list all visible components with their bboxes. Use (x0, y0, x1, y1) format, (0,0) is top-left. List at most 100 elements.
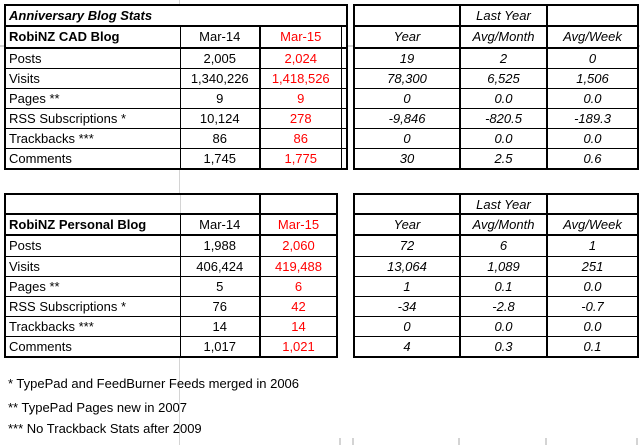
avg-week-value-cell: -189.3 (547, 108, 638, 129)
mar15-value-cell: 42 (260, 296, 337, 317)
cad-blog-name-cell: RobiNZ CAD Blog (5, 26, 181, 49)
table-row: 0 0.0 0.0 (354, 128, 638, 149)
mar14-value-cell: 1,017 (180, 336, 261, 357)
empty-cell (547, 5, 638, 28)
avg-month-value-cell: 2.5 (460, 148, 548, 169)
table-row: Year Avg/Month Avg/Week (354, 214, 638, 237)
footnote-trackback-stats: *** No Trackback Stats after 2009 (8, 421, 202, 436)
table-row: RSS Subscriptions * 10,124 278 (5, 108, 348, 129)
avg-week-value-cell: 0.1 (583, 338, 602, 354)
mar15-value-cell: 14 (260, 316, 337, 337)
year-value-cell: 78,300 (354, 68, 461, 89)
table-row: Visits 1,340,226 1,418,526 (5, 68, 348, 89)
mar14-value-cell: 14 (180, 316, 261, 337)
mar14-value-cell: 406,424 (180, 256, 261, 277)
sheet-gridline-stub (636, 438, 638, 445)
table-row: RobiNZ CAD Blog Mar-14 Mar-15 (5, 26, 348, 49)
mar14-value-cell: 76 (180, 296, 261, 317)
avg-month-header-cell: Avg/Month (460, 214, 548, 237)
year-value-cell: 72 (354, 235, 461, 257)
avg-month-value-cell: -2.8 (460, 296, 548, 317)
year-value-cell: 0 (354, 88, 461, 109)
empty-cell (260, 194, 337, 215)
footnote-feeds-merged: * TypePad and FeedBurner Feeds merged in… (8, 376, 300, 391)
table-row: 0 0.0 0.0 (354, 88, 638, 109)
table-row: 0 0.0 0.0 (354, 316, 638, 337)
empty-cell (180, 194, 261, 215)
cad-lastyear-table: Last Year Year Avg/Month Avg/Week 19 2 0… (353, 4, 639, 170)
table-row: Posts 2,005 2,024 (5, 47, 348, 69)
stat-label-cell: Pages ** (5, 276, 181, 297)
mar15-value-cell: 1,775 (260, 148, 342, 169)
avg-week-value-cell: 0.0 (547, 128, 638, 149)
table-row: Anniversary Blog Stats (5, 5, 348, 28)
avg-month-value-cell: -820.5 (460, 108, 548, 129)
avg-month-value-cell: 1,089 (460, 256, 548, 277)
table-row: 1 0.1 0.0 (354, 276, 638, 297)
spacer-cell (341, 47, 348, 69)
year-value-cell: -9,846 (354, 108, 461, 129)
year-value-cell: -34 (354, 296, 461, 317)
table-row: Pages ** 5 6 (5, 276, 337, 297)
personal-blog-name-cell: RobiNZ Personal Blog (5, 214, 181, 237)
table-row: 78,300 6,525 1,506 (354, 68, 638, 89)
table-row: 13,064 1,089 251 (354, 256, 638, 277)
avg-week-value-cell: 0.0 (547, 316, 638, 337)
mar15-value-cell: 6 (260, 276, 337, 297)
table-row: -34 -2.8 -0.7 (354, 296, 638, 317)
mar14-value-cell: 5 (180, 276, 261, 297)
year-value-cell: 13,064 (354, 256, 461, 277)
year-value-cell: 1 (354, 276, 461, 297)
spacer-cell (341, 88, 348, 109)
mar14-value-cell: 2,005 (180, 47, 261, 69)
avg-week-value-cell: 0.0 (547, 276, 638, 297)
avg-month-value-cell: 0.3 (460, 336, 548, 357)
avg-week-header-cell: Avg/Week (547, 214, 638, 237)
lastyear-title-cell: Last Year (460, 194, 548, 215)
stat-label-cell: Trackbacks *** (5, 316, 181, 337)
mar15-value-cell: 1,418,526 (260, 68, 342, 89)
mar14-value-cell: 10,124 (180, 108, 261, 129)
table-row: 30 2.5 0.6 (354, 148, 638, 169)
spacer-cell (341, 148, 347, 169)
year-value-cell: 30 (354, 148, 461, 169)
stat-label-cell: Posts (5, 235, 181, 257)
table-row: 19 2 0 (354, 47, 638, 69)
footnote-pages-new: ** TypePad Pages new in 2007 (8, 400, 188, 415)
stat-label-cell: Visits (5, 256, 181, 277)
stat-label-cell: Pages ** (5, 88, 181, 109)
mar15-value-cell: 1,021 (282, 338, 315, 354)
avg-week-value-cell: 0 (547, 47, 638, 69)
stat-label-cell: Trackbacks *** (5, 128, 181, 149)
spacer-cell (341, 68, 348, 89)
mar14-value-cell: 86 (180, 128, 261, 149)
year-value-cell: 0 (354, 128, 461, 149)
avg-week-value-cell: 1,506 (547, 68, 638, 89)
mar15-value-cell: 9 (260, 88, 342, 109)
table-row: Last Year (354, 194, 638, 215)
spacer-cell (341, 108, 348, 129)
mar15-value-cell: 86 (260, 128, 342, 149)
table-row: Last Year (354, 5, 638, 28)
empty-cell (547, 194, 638, 215)
avg-month-value-cell: 0.0 (460, 316, 548, 337)
cad-blog-table: Anniversary Blog Stats RobiNZ CAD Blog M… (4, 4, 349, 170)
sheet-gridline-stub (352, 438, 354, 445)
avg-month-value-cell: 6,525 (460, 68, 548, 89)
avg-month-value-cell: 2 (460, 47, 548, 69)
table-row (5, 194, 337, 215)
avg-month-value-cell: 0.1 (460, 276, 548, 297)
table-row: Comments 1,745 1,775 (5, 148, 347, 169)
stat-label-cell: Visits (5, 68, 181, 89)
stat-label-cell: RSS Subscriptions * (5, 108, 181, 129)
mar14-header-cell: Mar-14 (180, 214, 261, 237)
table-row: RobiNZ Personal Blog Mar-14 Mar-15 (5, 214, 337, 237)
year-value-cell: 4 (354, 336, 461, 357)
sheet-title-cell: Anniversary Blog Stats (5, 5, 348, 28)
avg-month-value-cell: 0.0 (460, 128, 548, 149)
empty-cell (354, 194, 461, 215)
year-value-cell: 19 (354, 47, 461, 69)
mar15-header-cell: Mar-15 (260, 214, 337, 237)
avg-week-header-cell: Avg/Week (547, 26, 638, 49)
table-row: -9,846 -820.5 -189.3 (354, 108, 638, 129)
